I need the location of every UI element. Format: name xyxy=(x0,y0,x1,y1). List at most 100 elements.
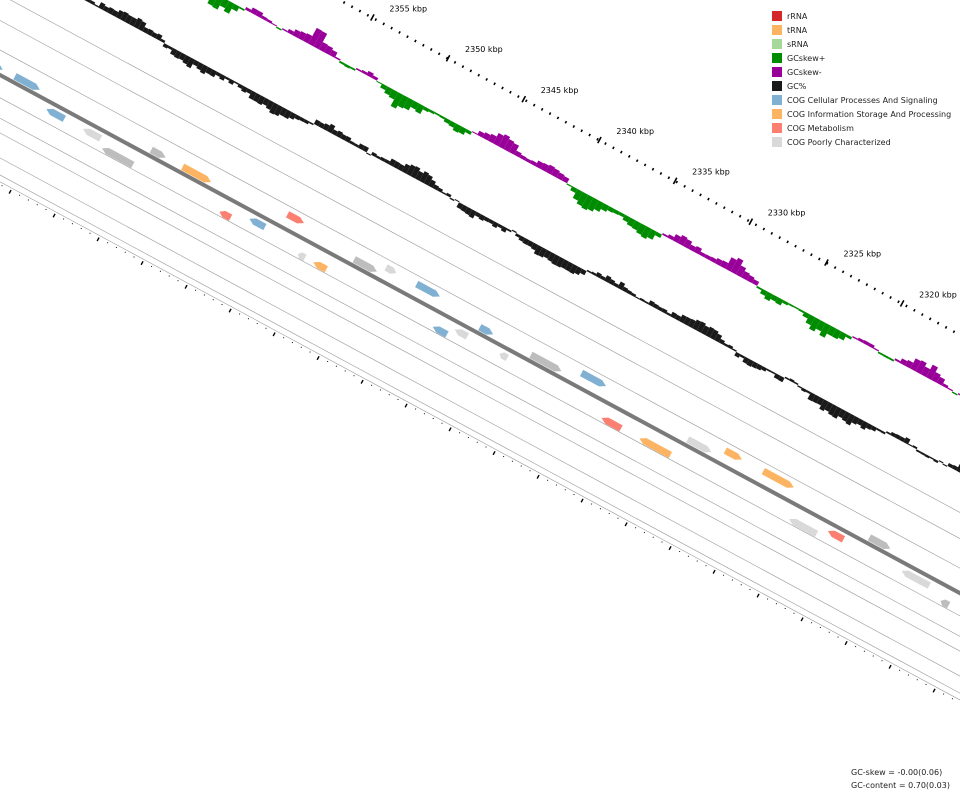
inner-tick xyxy=(140,260,144,266)
gc-content-bar xyxy=(522,237,530,245)
gc-skew-bar xyxy=(231,3,240,12)
legend-label: COG Metabolism xyxy=(787,123,854,133)
kbp-label: 2325 kbp xyxy=(843,249,881,258)
kbp-label: 2350 kbp xyxy=(465,45,503,54)
gc-skew-bar xyxy=(741,270,750,281)
gc-skew-bar xyxy=(951,391,958,396)
track-line xyxy=(0,157,960,677)
gc-skew-bar xyxy=(329,49,338,58)
gc-content-bar xyxy=(375,155,381,160)
inner-tick xyxy=(492,450,496,456)
gc-content-bar xyxy=(580,268,587,276)
gc-content-bar xyxy=(245,88,253,95)
gc-content-bar xyxy=(366,152,371,156)
gc-skew-bar xyxy=(318,42,329,53)
gc-content-bar xyxy=(371,151,377,158)
gc-content-bar xyxy=(514,233,521,238)
gc-skew-bar xyxy=(838,331,847,341)
gc-skew-bar xyxy=(465,129,472,135)
gc-skew-bar xyxy=(667,234,675,241)
legend-label: COG Poorly Characterized xyxy=(787,137,891,147)
gc-content-bar xyxy=(687,318,697,329)
gc-content-bar xyxy=(665,311,672,317)
kbp-label: 2320 kbp xyxy=(919,290,957,299)
gene-arrow xyxy=(601,417,623,432)
gc-content-bar xyxy=(692,319,702,331)
gc-content-bar xyxy=(789,378,795,383)
gc-skew-bar xyxy=(250,7,259,16)
gc-content-bar xyxy=(423,174,433,186)
gc-skew-bar xyxy=(275,26,282,31)
inner-tick xyxy=(316,355,320,361)
ruler-dot xyxy=(620,150,623,154)
gc-content-bar xyxy=(215,71,222,78)
gc-skew-bar xyxy=(487,133,497,144)
track-line xyxy=(0,117,960,637)
gc-content-bar xyxy=(432,184,440,191)
gc-content-bar xyxy=(273,104,283,117)
major-tick xyxy=(521,95,527,103)
gc-content-bar xyxy=(599,275,606,281)
legend-swatch xyxy=(772,11,782,21)
legend-swatch xyxy=(772,53,782,63)
gc-content-bar xyxy=(630,292,637,298)
gc-skew-bar xyxy=(514,150,522,158)
ruler-dot xyxy=(532,103,536,107)
legend-item-cog-metabolism: COG Metabolism xyxy=(772,121,951,135)
gc-skew-bar xyxy=(618,211,626,218)
gc-content-bar xyxy=(564,261,574,272)
gc-content-bar xyxy=(731,348,737,352)
stats-panel: GC-skew = -0.00(0.06) GC-content = 0.70(… xyxy=(851,766,950,792)
gc-content-bar xyxy=(947,463,954,469)
gc-skew-stat: GC-skew = -0.00(0.06) xyxy=(851,768,943,777)
major-tick xyxy=(824,259,829,267)
gc-skew-bar xyxy=(714,258,723,266)
gc-content-bar xyxy=(209,69,217,78)
ruler-dot xyxy=(461,65,465,69)
ruler-dot xyxy=(920,313,924,317)
track-line xyxy=(0,132,960,652)
gc-content-bar xyxy=(384,158,391,165)
gc-skew-bar xyxy=(888,357,895,362)
ruler-dot xyxy=(477,73,481,77)
gene-arrow xyxy=(13,73,40,90)
gc-content-bar xyxy=(742,356,750,364)
gc-skew-bar xyxy=(297,31,307,41)
gc-content-bar xyxy=(393,161,401,170)
legend-swatch xyxy=(772,39,782,49)
gc-skew-bar xyxy=(349,66,356,71)
track-line xyxy=(0,181,960,701)
ruler-dot xyxy=(627,154,631,158)
gc-skew-bar xyxy=(746,274,755,284)
ruler-dot xyxy=(770,231,774,235)
legend-item-trna: tRNA xyxy=(772,23,951,37)
gene-arrow xyxy=(432,326,449,338)
gc-content-bar xyxy=(129,17,138,27)
ruler-dot xyxy=(913,308,916,312)
ruler-dot xyxy=(350,5,354,9)
gc-content-bar xyxy=(98,2,106,10)
legend: rRNA tRNA sRNA GCskew+ GCskew- GC% COG C… xyxy=(772,9,951,149)
gene-arrow xyxy=(529,351,562,372)
gene-arrow xyxy=(454,329,470,340)
gc-skew-bar xyxy=(281,28,288,33)
ruler-dot xyxy=(382,22,386,26)
gc-skew-bar xyxy=(915,360,927,375)
gc-content-bar xyxy=(410,166,421,179)
genome-backbone xyxy=(0,72,960,596)
gc-content-bar xyxy=(257,95,266,106)
gc-skew-bar xyxy=(324,45,334,56)
legend-label: GC% xyxy=(787,81,807,91)
gc-skew-bar xyxy=(607,206,615,213)
gc-content-bar xyxy=(586,269,592,274)
gc-content-bar xyxy=(851,416,860,425)
gc-skew-bar xyxy=(334,56,341,61)
gc-content-bar xyxy=(237,83,244,89)
gc-content-bar xyxy=(912,445,918,450)
legend-label: sRNA xyxy=(787,39,809,49)
ruler-dot xyxy=(754,223,758,227)
gc-content-bar xyxy=(938,460,944,464)
gc-content-bar xyxy=(870,425,877,432)
ruler-dot xyxy=(556,116,560,120)
ruler-dot xyxy=(818,257,821,261)
